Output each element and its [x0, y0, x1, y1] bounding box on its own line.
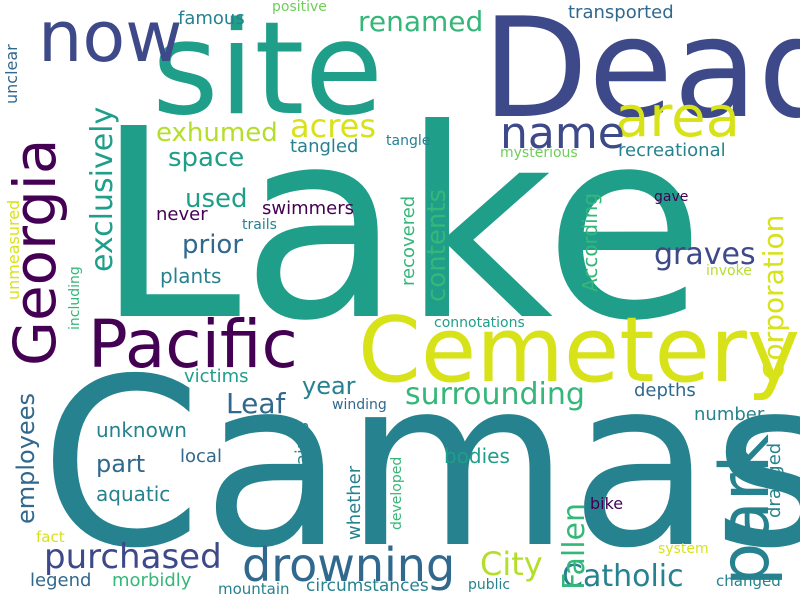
word-legend: legend — [30, 570, 92, 591]
word-fact: fact — [36, 528, 65, 546]
word-whether: whether — [344, 465, 365, 540]
word-catholic: Catholic — [562, 559, 684, 594]
word-positive: positive — [272, 0, 327, 15]
word-tangled: tangled — [290, 136, 359, 157]
word-contents: contents — [422, 188, 452, 302]
word-exclusively: exclusively — [85, 106, 120, 272]
word-area: area — [615, 85, 740, 150]
word-camas: Camas — [40, 329, 800, 599]
word-name: name — [500, 108, 625, 159]
word-gave: gave — [654, 189, 689, 205]
word-winding: winding — [332, 397, 387, 413]
word-leaf: Leaf — [226, 387, 286, 420]
word-number: number — [694, 404, 765, 425]
word-unmeasured: unmeasured — [4, 199, 23, 300]
word-mysterious: mysterious — [500, 145, 578, 161]
word-changed: changed — [716, 572, 781, 590]
word-developed: developed — [389, 456, 405, 530]
word-dragged: dragged — [764, 442, 785, 518]
word-plants: plants — [160, 264, 222, 288]
word-bodies: bodies — [444, 444, 510, 468]
word-never: never — [156, 204, 208, 225]
word-site: site — [152, 0, 384, 144]
word-invoke: invoke — [706, 263, 752, 279]
word-tangle: tangle — [386, 133, 431, 149]
word-unknown: unknown — [96, 418, 187, 442]
word-used: used — [185, 184, 248, 214]
word-acres: acres — [290, 107, 377, 145]
word-city: City — [480, 545, 543, 583]
word-victims: victims — [184, 366, 249, 387]
word-connotations: connotations — [434, 315, 525, 331]
word-dead: Dead — [482, 0, 800, 149]
word-purchased: purchased — [44, 537, 222, 577]
word-surrounding: surrounding — [405, 377, 585, 412]
word-system: system — [658, 541, 709, 557]
word-part: part — [96, 450, 146, 478]
word-employees: employees — [12, 393, 40, 524]
word-local: local — [180, 446, 222, 467]
word-pacific: Pacific — [88, 306, 298, 383]
word-corporation: Corporation — [757, 214, 790, 380]
word-recovered: recovered — [398, 195, 419, 286]
word-including: including — [67, 266, 83, 330]
word-recreational: recreational — [618, 140, 726, 161]
word-prior: prior — [182, 230, 244, 260]
word-trails: trails — [242, 217, 277, 233]
word-aquatic: aquatic — [96, 482, 171, 506]
word-morbidly: morbidly — [112, 570, 192, 591]
word-graves: graves — [654, 237, 756, 272]
word-lake: Lake — [95, 73, 706, 378]
word-renamed: renamed — [358, 5, 484, 38]
word-cemetery: Cemetery — [358, 298, 800, 403]
word-drowning: drowning — [242, 538, 456, 592]
word-unclear: unclear — [2, 44, 21, 104]
word-year: year — [302, 372, 356, 400]
word-swimmers: swimmers — [262, 198, 355, 219]
word-famous: famous — [178, 8, 245, 29]
word-mountain: mountain — [218, 580, 290, 598]
word-exhumed: exhumed — [156, 118, 278, 148]
word-bike: bike — [590, 494, 624, 513]
word-public: public — [468, 577, 511, 593]
word-transported: transported — [568, 2, 674, 23]
word-claims: claims — [292, 422, 313, 480]
word-according: According — [578, 192, 602, 292]
word-fallen: Fallen — [557, 502, 592, 590]
word-space: space — [168, 143, 245, 173]
word-now: now — [38, 0, 183, 78]
word-circumstances: circumstances — [306, 576, 429, 596]
word-depths: depths — [634, 380, 696, 401]
